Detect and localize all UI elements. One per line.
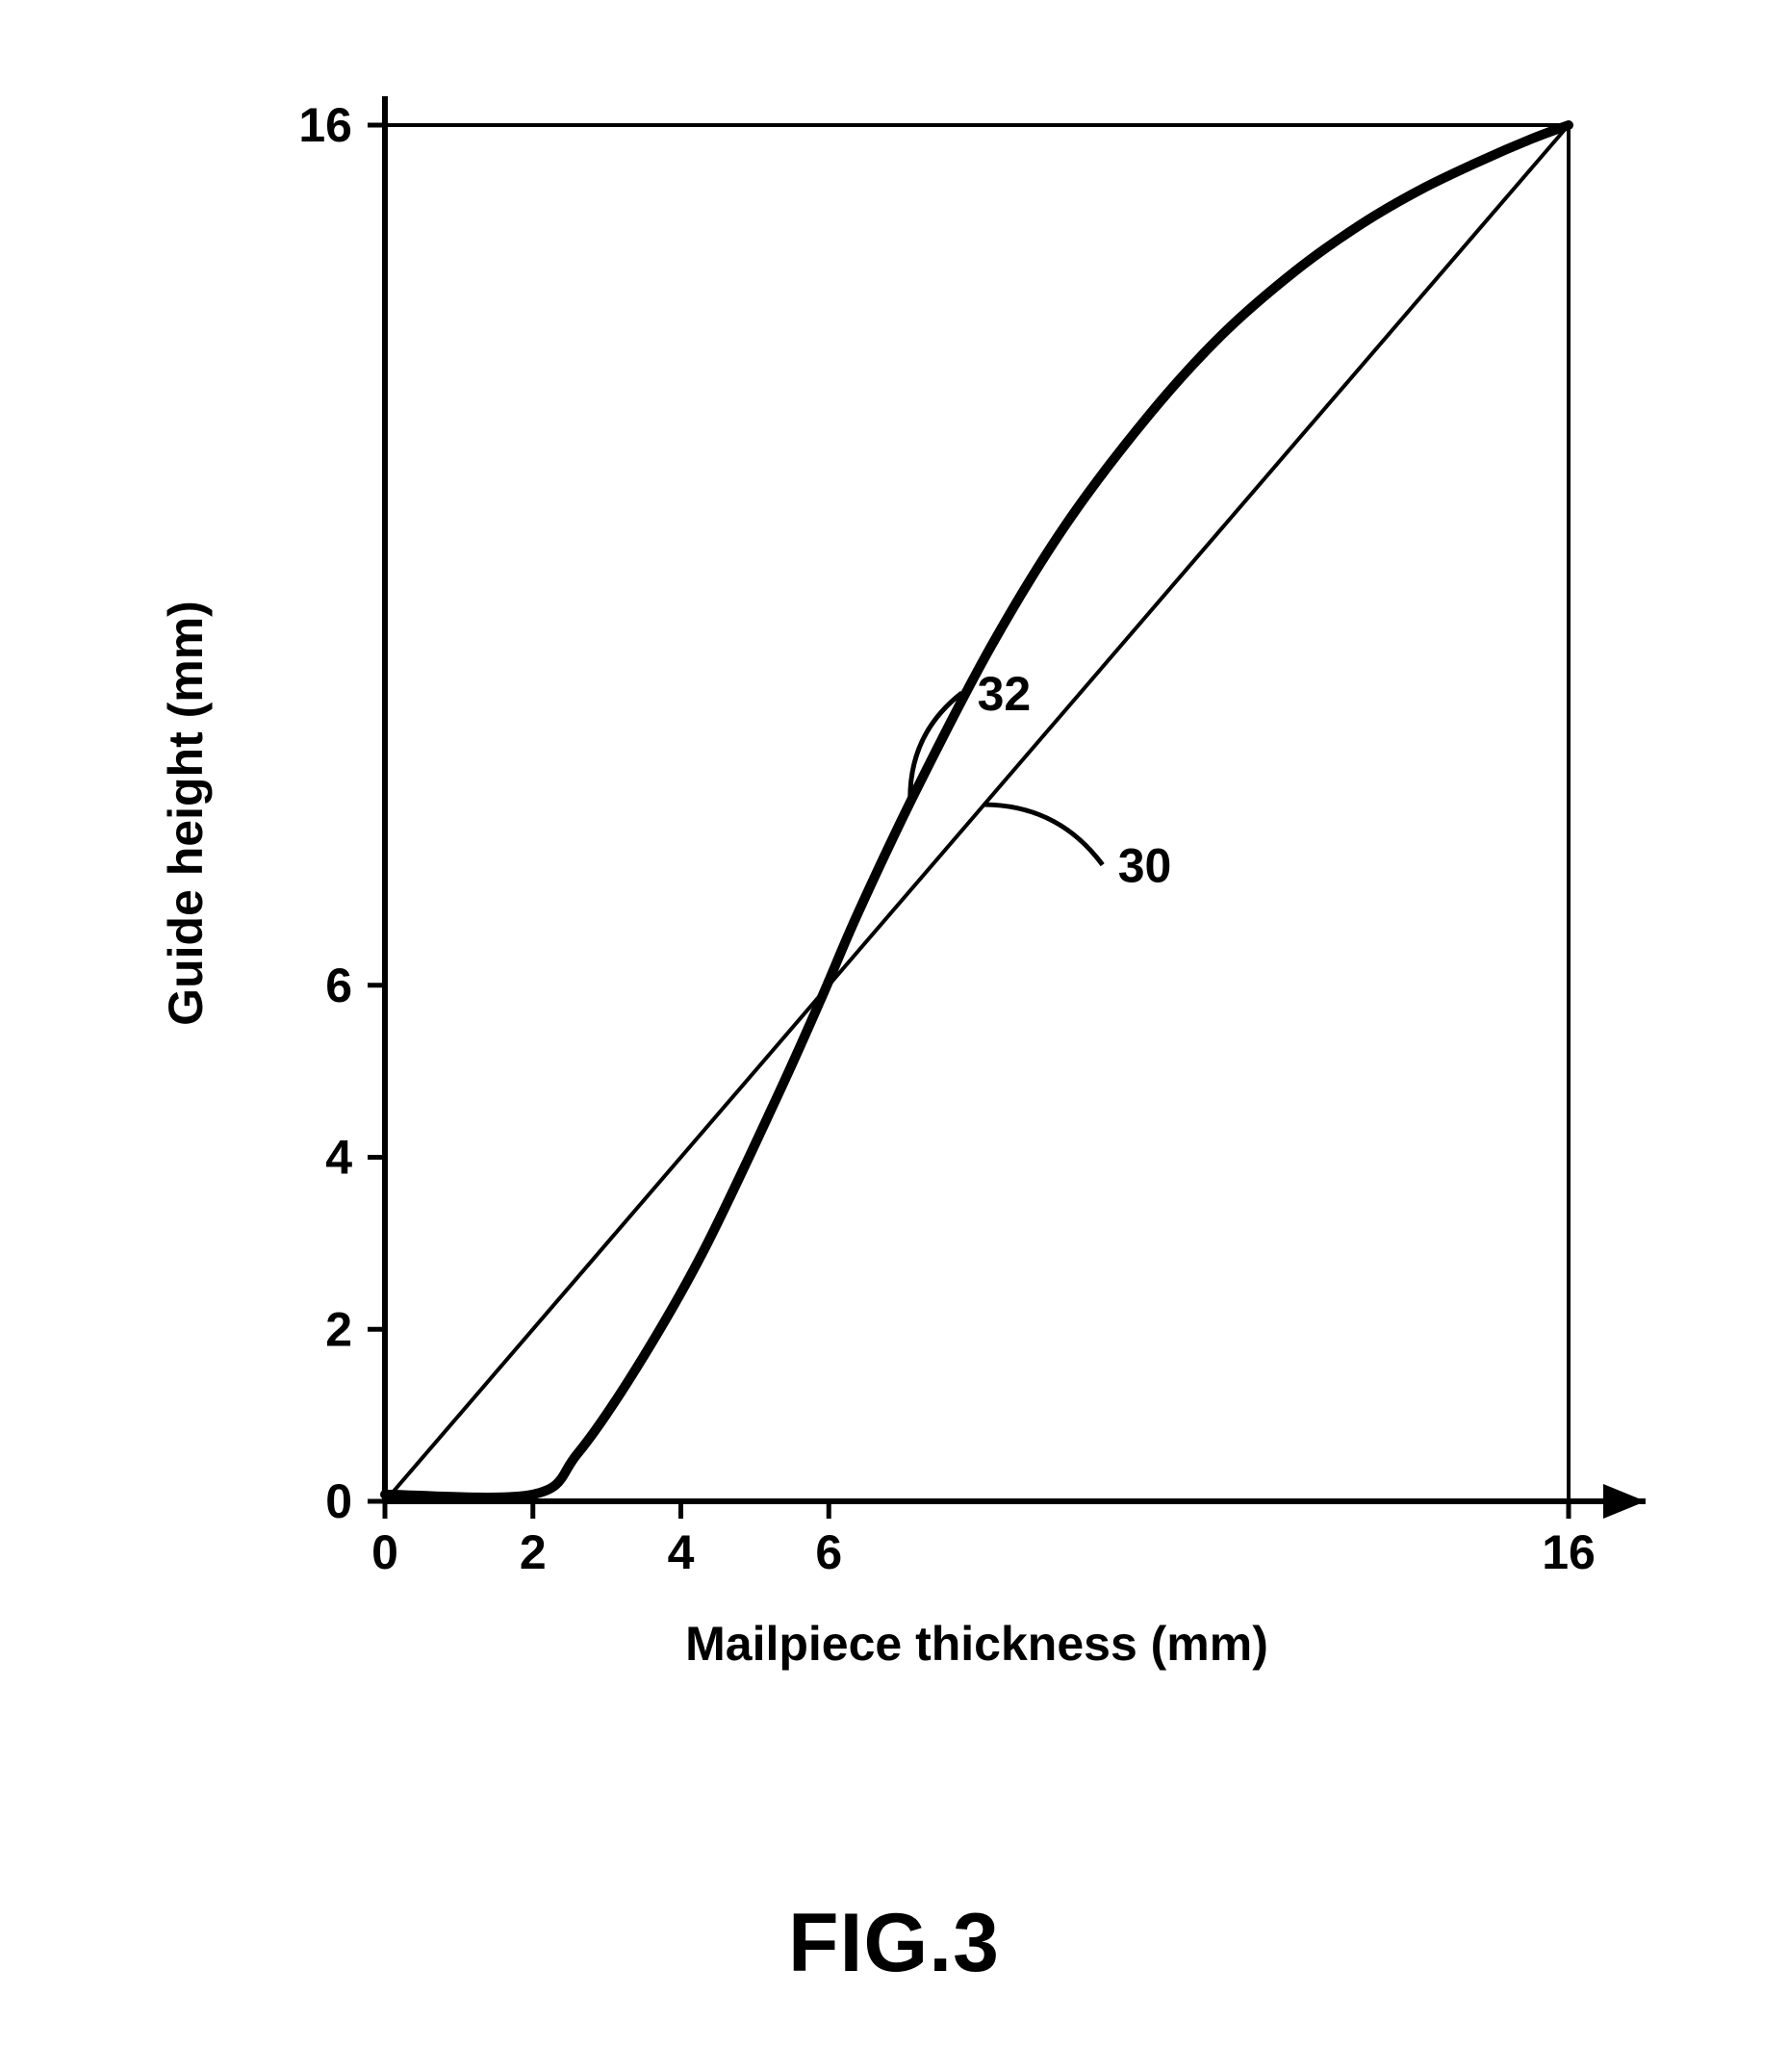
y-tick-label: 6 [325,959,352,1012]
x-tick-label: 0 [371,1525,398,1579]
chart-svg: 0 2 4 6 16 Mailpiece thickness (mm) 0 2 4 6 16 Guid… [135,96,1674,1790]
callout-label-30: 30 [1118,839,1172,893]
callout-label-32: 32 [978,667,1032,721]
y-tick-label: 2 [325,1302,352,1356]
figure-label: FIG.3 [0,1896,1788,1991]
y-tick-label: 4 [325,1131,352,1185]
x-axis-arrow-icon [1603,1484,1646,1519]
series-line-30 [385,125,1569,1501]
y-tick-label: 0 [325,1474,352,1528]
y-axis-label: Guide height (mm) [159,601,213,1026]
callout-leader-30 [984,805,1103,865]
x-tick-label: 2 [520,1525,547,1579]
x-tick-label: 16 [1542,1525,1596,1579]
x-tick-label: 6 [815,1525,842,1579]
y-tick-label: 16 [298,98,352,152]
x-axis-label: Mailpiece thickness (mm) [685,1617,1268,1671]
chart-container: 0 2 4 6 16 Mailpiece thickness (mm) 0 2 4 6 16 Guid… [135,96,1674,1790]
x-tick-label: 4 [668,1525,695,1579]
